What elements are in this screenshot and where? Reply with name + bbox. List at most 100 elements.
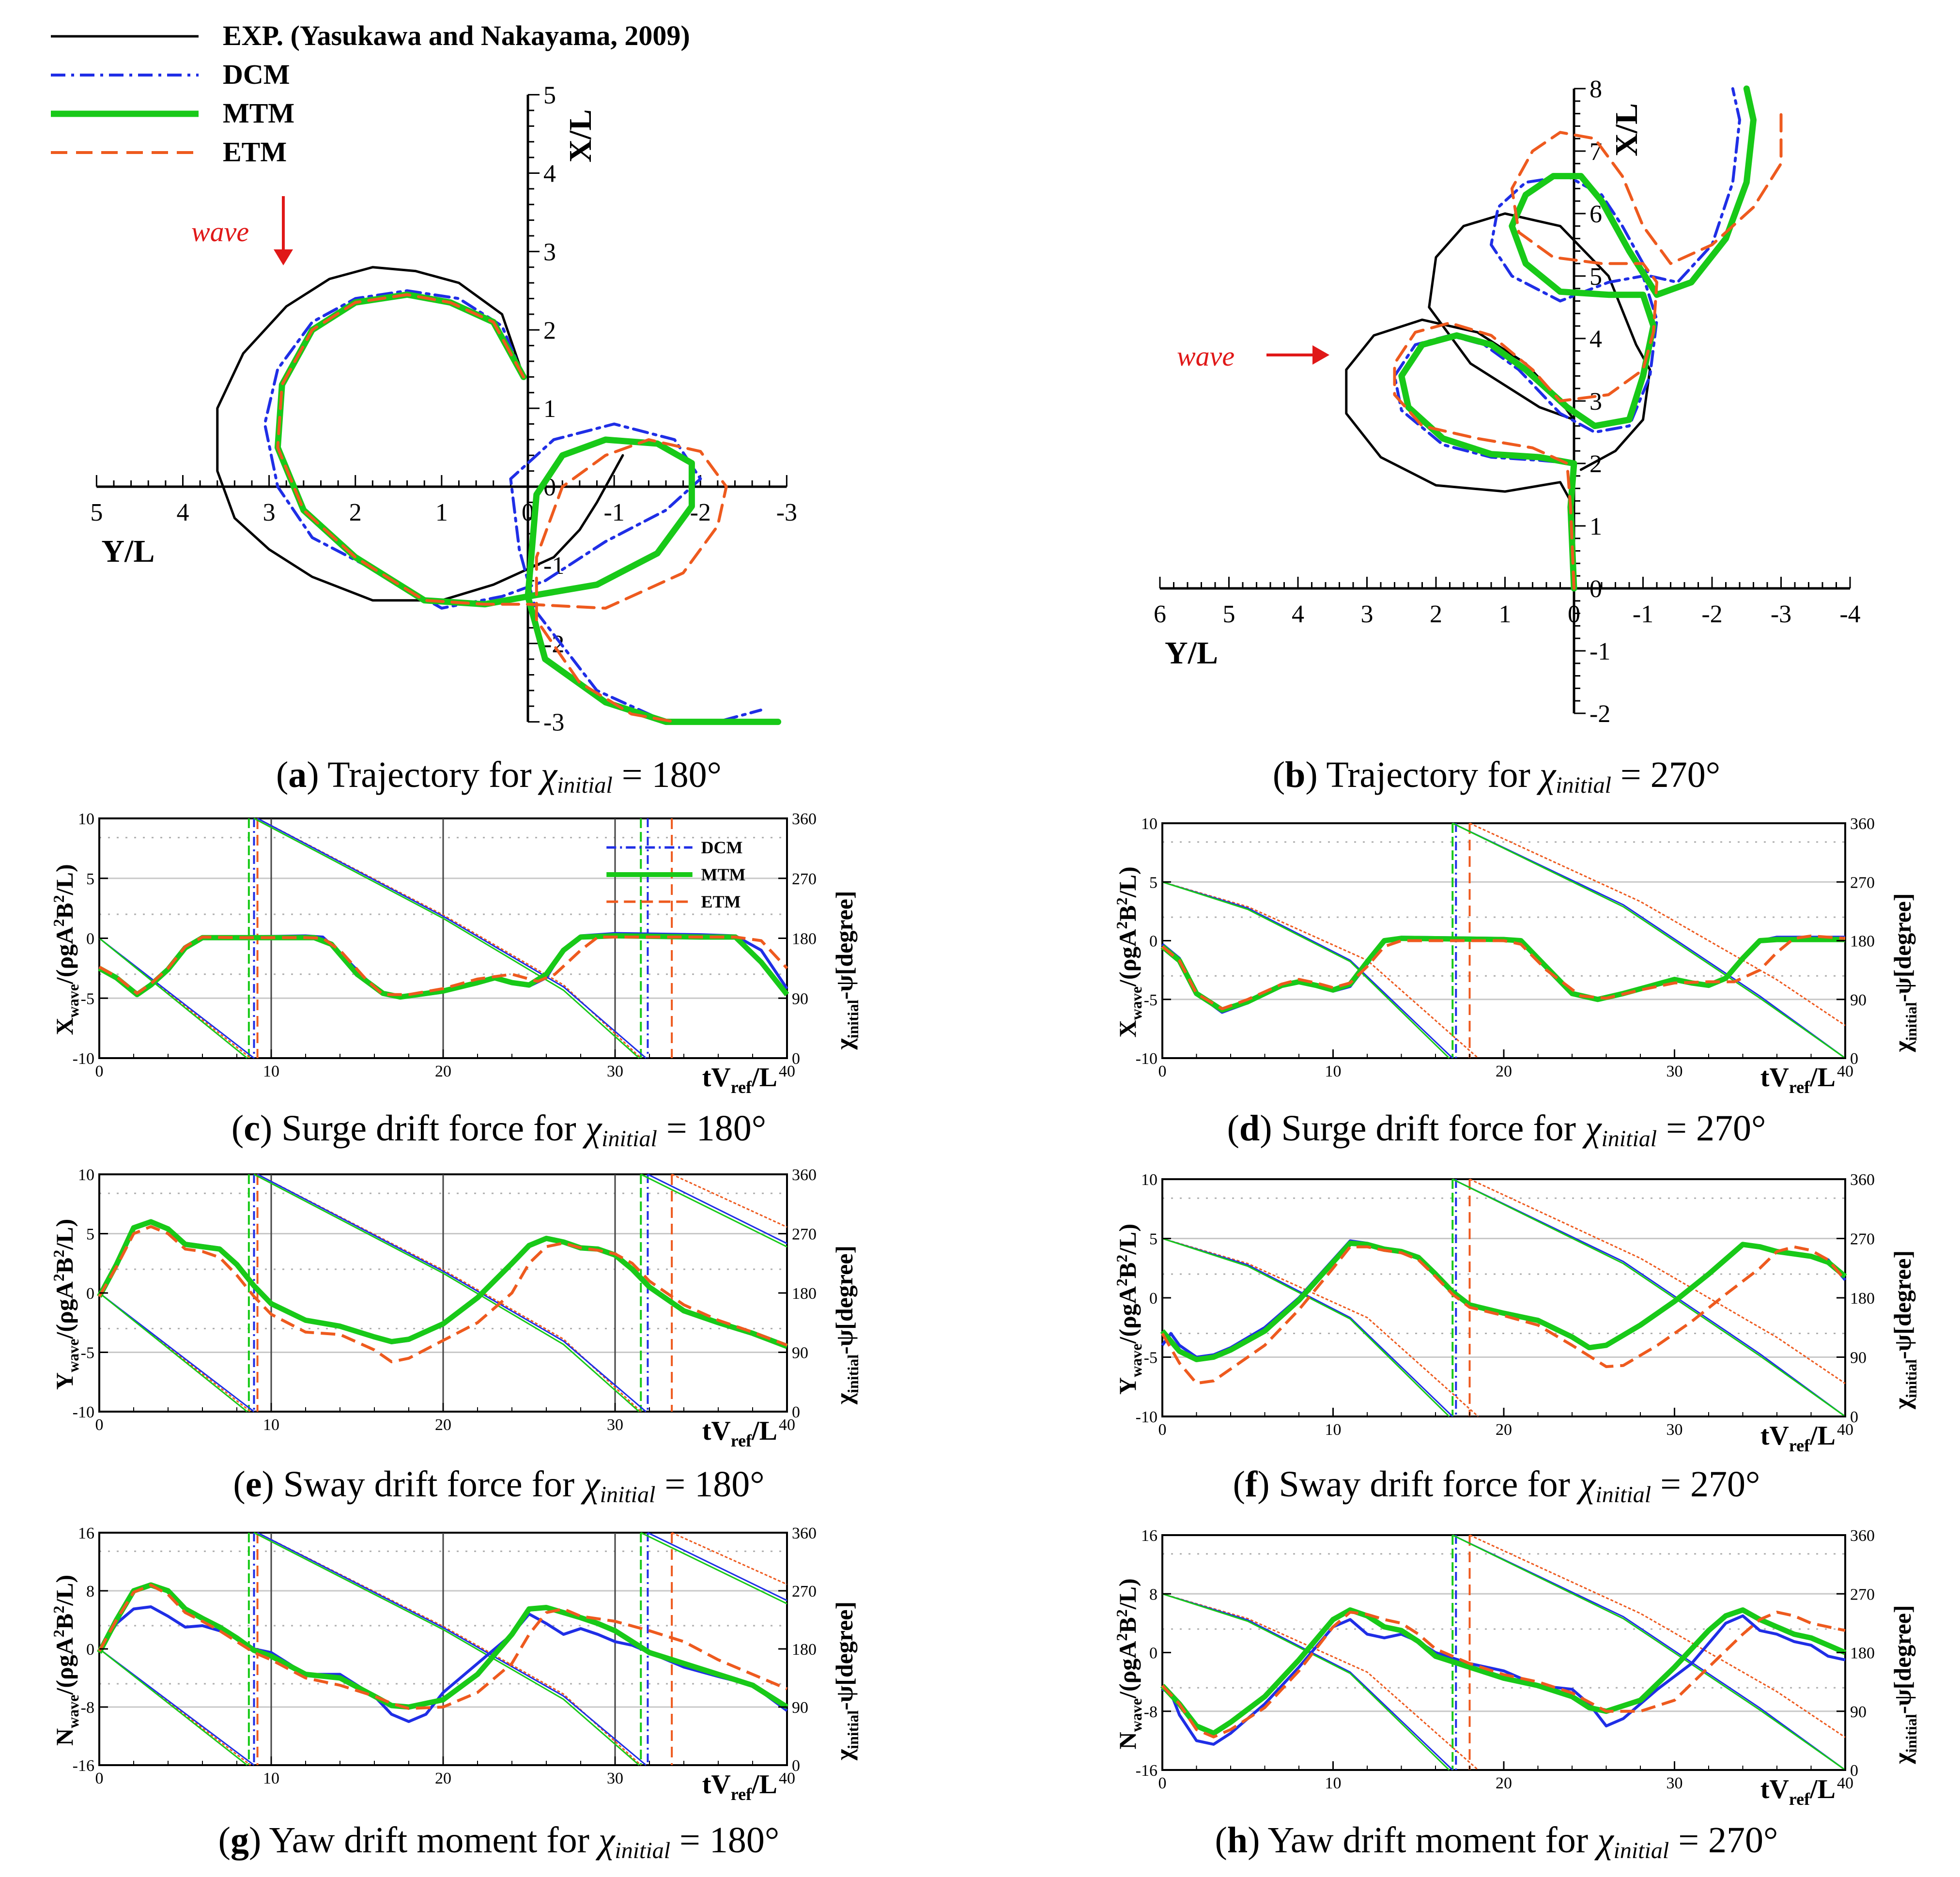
y-tick-label: -8 xyxy=(1144,1703,1157,1721)
y2-tick-label: 360 xyxy=(792,810,817,828)
x-tick-label: 5 xyxy=(1223,600,1235,628)
series-dcm xyxy=(1161,1614,1846,1746)
x-tick-label: 20 xyxy=(1496,1421,1512,1439)
y-tick-label: 3 xyxy=(1590,388,1602,415)
y2-tick-label: 90 xyxy=(1850,1703,1867,1721)
x-tick-label: -1 xyxy=(603,499,624,526)
x-tick-label: 30 xyxy=(607,1416,623,1434)
caption-f: (f) Sway drift force for χinitial = 270° xyxy=(1233,1464,1760,1508)
y2-tick-label: 90 xyxy=(1850,991,1867,1009)
plot-frame xyxy=(1161,1178,1846,1417)
x-tick-label: 0 xyxy=(1158,1774,1167,1792)
y-tick-label: 10 xyxy=(78,1166,94,1184)
y2-tick-label: 360 xyxy=(1850,1171,1875,1189)
x-tick-label: 0 xyxy=(95,1416,104,1434)
x-tick-label: 40 xyxy=(779,1416,795,1434)
y-tick-label: -2 xyxy=(1590,700,1610,728)
y-tick-label: 2 xyxy=(543,317,556,344)
y-tick-label: 10 xyxy=(1141,815,1157,833)
x-tick-label: 10 xyxy=(263,1769,279,1787)
series-dcm xyxy=(1393,87,1741,590)
y-tick-label: -5 xyxy=(81,990,94,1008)
series-mtm xyxy=(97,1219,788,1349)
heading-line-etm xyxy=(1162,881,1479,1059)
x-tick-label: -4 xyxy=(1839,600,1860,628)
x-tick-label: 30 xyxy=(1667,1774,1683,1792)
wave-indicator-a: wave xyxy=(191,196,293,265)
y-axis-label: Ywave/(ρgA2B2/L) xyxy=(1113,1224,1145,1395)
x-tick-label: 20 xyxy=(1496,1062,1512,1080)
y2-tick-label: 0 xyxy=(1850,1050,1858,1068)
x-axis-label: tVref/L xyxy=(702,1416,777,1450)
heading-line-etm xyxy=(671,1532,787,1585)
y-tick-label: 6 xyxy=(1590,200,1602,228)
x-tick-label: 40 xyxy=(1837,1774,1853,1792)
heading-line-dcm xyxy=(257,817,647,1059)
y2-tick-label: 0 xyxy=(792,1050,800,1068)
heading-line-mtm xyxy=(99,938,248,1059)
y-axis-label: Nwave/(ρgA2B2/L) xyxy=(50,1575,82,1746)
x-tick-label: -3 xyxy=(1771,600,1791,628)
x-tick-label: 30 xyxy=(1667,1062,1683,1080)
heading-line-etm xyxy=(257,1532,642,1766)
x-tick-label: 10 xyxy=(1325,1421,1342,1439)
y-tick-label: -5 xyxy=(1144,1349,1157,1367)
y2-tick-label: 180 xyxy=(1850,1290,1875,1308)
legend-label-etm: ETM xyxy=(701,892,741,911)
x-tick-label: 1 xyxy=(1499,600,1512,628)
y2-tick-label: 270 xyxy=(1850,1231,1875,1248)
series-dcm xyxy=(98,1605,788,1723)
y2-tick-label: 360 xyxy=(1850,1527,1875,1545)
x-tick-label: 2 xyxy=(349,499,362,526)
heading-line-mtm xyxy=(1452,1178,1846,1417)
series-etm xyxy=(276,293,728,723)
heading-line-mtm xyxy=(99,1292,248,1413)
y-tick-label: 1 xyxy=(543,395,556,423)
caption-d: (d) Surge drift force for χinitial = 270… xyxy=(1227,1108,1766,1152)
plot-frame xyxy=(1161,1534,1846,1771)
x-tick-label: 40 xyxy=(1837,1062,1853,1080)
y-tick-label: 10 xyxy=(1141,1171,1157,1189)
series-dcm xyxy=(1161,1239,1847,1359)
y2-tick-label: 270 xyxy=(792,1226,817,1244)
heading-line-etm xyxy=(1162,1238,1479,1417)
series-etm xyxy=(98,936,788,996)
heading-line-dcm xyxy=(257,1532,647,1766)
x-tick-label: 10 xyxy=(1325,1774,1342,1792)
x-tick-label: 3 xyxy=(263,499,276,526)
series-exp xyxy=(216,266,624,602)
x-axis-label: tVref/L xyxy=(702,1769,777,1804)
timeseries-chart-h: 0 10 20 30 40 -16 -8 0 8 16 0 90 180 270 360 tVref/L Nwa… xyxy=(1113,1527,1920,1809)
timeseries-chart-c: 0 10 20 30 40 -10 -5 0 5 10 0 90 180 270 360 tVref/L Xwa… xyxy=(50,810,862,1097)
x-axis-label: tVref/L xyxy=(702,1062,777,1097)
y-tick-label: 0 xyxy=(1149,933,1157,951)
wave-label: wave xyxy=(191,216,249,247)
series-etm xyxy=(98,1225,788,1364)
y2-tick-label: 90 xyxy=(792,1699,808,1717)
heading-line-mtm xyxy=(1452,1534,1846,1771)
y-tick-label: 16 xyxy=(1141,1527,1157,1545)
y-tick-label: 0 xyxy=(86,1285,94,1303)
y2-axis-label: χinitial-ψ[degree] xyxy=(831,1246,862,1405)
x-tick-label: 20 xyxy=(435,1062,451,1080)
y-tick-label: -10 xyxy=(1136,1050,1157,1068)
x-tick-label: 20 xyxy=(435,1769,451,1787)
series-mtm xyxy=(1160,1240,1847,1362)
plot-legend: DCM MTM ETM xyxy=(606,838,745,911)
series-mtm xyxy=(274,291,782,725)
caption-a: (a) Trajectory for χinitial = 180° xyxy=(276,754,722,798)
legend: EXP. (Yasukawa and Nakayama, 2009) DCM MTM… xyxy=(51,20,690,168)
x-tick-label: 10 xyxy=(263,1062,279,1080)
legend-label-dcm: DCM xyxy=(223,59,290,90)
x-tick-label: 5 xyxy=(90,499,103,526)
x-axis-label: tVref/L xyxy=(1760,1062,1836,1097)
y-tick-label: -5 xyxy=(81,1344,94,1362)
y2-tick-label: 0 xyxy=(792,1403,800,1421)
x-tick-label: 10 xyxy=(263,1416,279,1434)
x-axis-label: Y/L xyxy=(1165,635,1218,671)
y-tick-label: -10 xyxy=(73,1403,94,1421)
y2-tick-label: 360 xyxy=(792,1524,817,1542)
series-dcm xyxy=(1161,936,1845,1014)
y-axis-label: X/L xyxy=(1609,103,1644,156)
